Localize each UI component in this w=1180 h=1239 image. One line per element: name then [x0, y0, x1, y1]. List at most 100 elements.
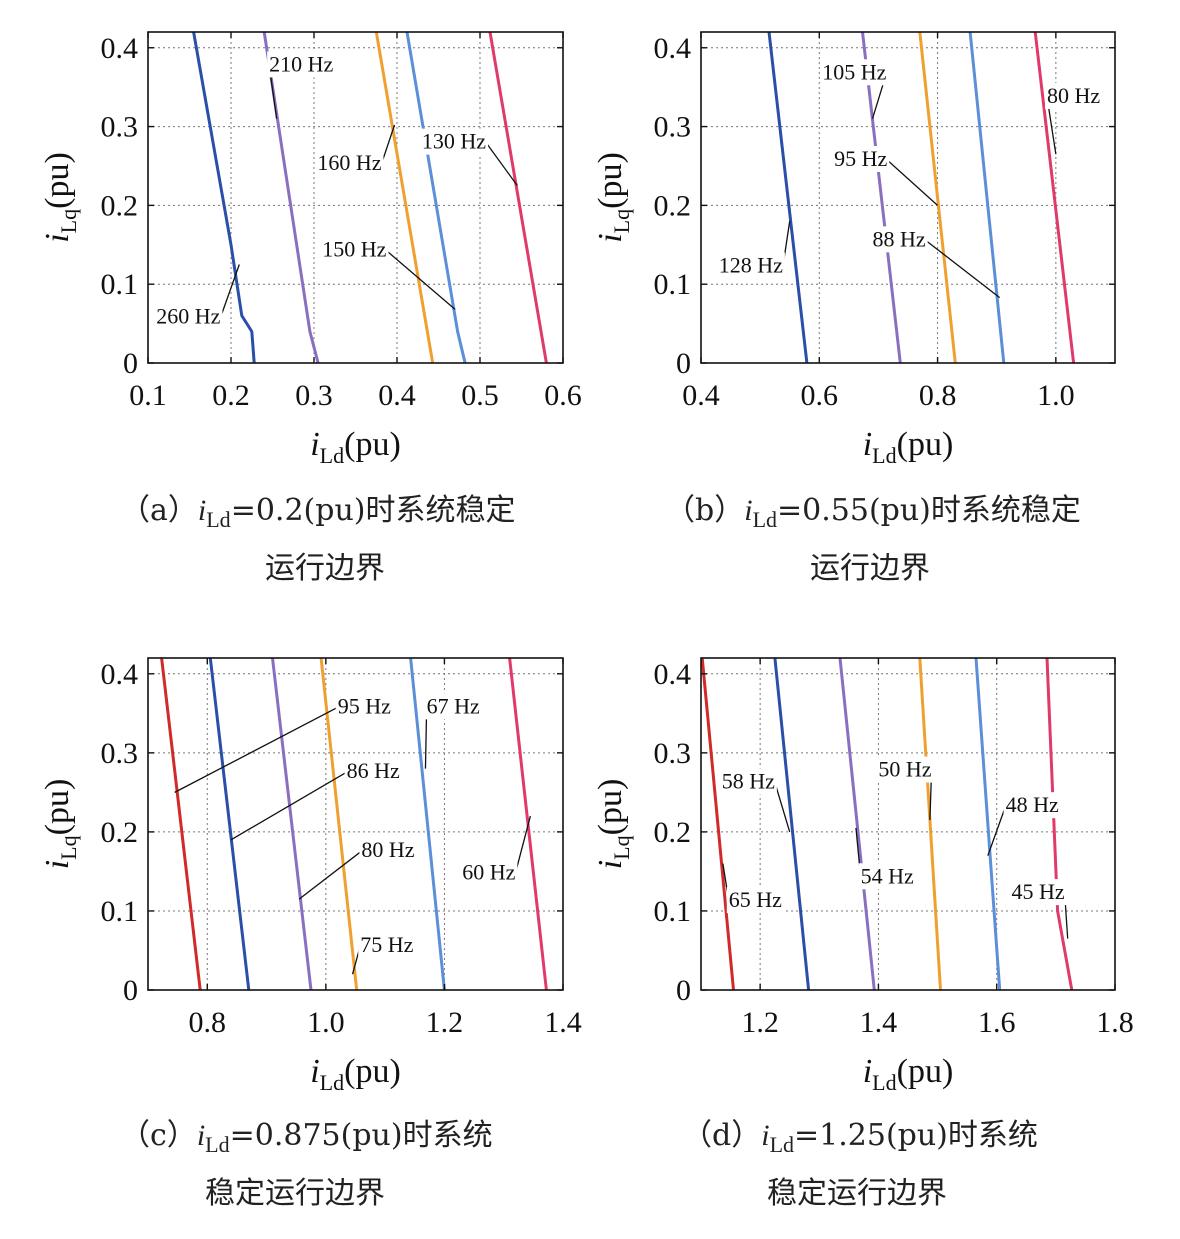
caption-var: i — [198, 494, 206, 527]
caption-line-1: （c）iLd=0.875(pu)时系统 — [120, 1118, 493, 1157]
y-tick-label: 0 — [676, 347, 691, 380]
x-tick-label: 1.6 — [978, 1006, 1016, 1039]
curve-45hz — [1045, 657, 1074, 991]
caption-text: =1.25(pu)时系统 — [794, 1118, 1038, 1153]
plot-frame — [700, 31, 1116, 364]
caption-text: =0.2(pu)时系统稳定 — [231, 493, 516, 528]
leader-line — [925, 239, 1001, 299]
curve-label-bg — [358, 932, 416, 959]
y-tick-label: 0.3 — [101, 737, 139, 770]
x-tick-label: 1.4 — [544, 1006, 582, 1039]
curve-160hz — [374, 31, 435, 364]
axis-var: i — [39, 233, 76, 242]
curve-label: 54 Hz — [861, 863, 914, 888]
x-tick-label: 0.6 — [544, 379, 582, 412]
x-tick-label: 0.3 — [295, 379, 333, 412]
y-tick-label: 0.4 — [654, 658, 692, 691]
x-axis-label: iLd(pu) — [310, 1053, 401, 1095]
curve-label-bg — [1003, 792, 1061, 819]
plot-frame — [147, 657, 564, 991]
x-tick-label: 0.8 — [189, 1006, 227, 1039]
x-tick-label: 0.4 — [378, 379, 416, 412]
axis-unit: (pu) — [592, 152, 629, 209]
axis-var: i — [863, 426, 872, 463]
x-axis-label: iLd(pu) — [310, 426, 401, 468]
curve-label-bg — [424, 693, 482, 720]
axis-unit: (pu) — [344, 426, 401, 463]
curve-65hz — [700, 657, 735, 991]
leader-line — [514, 815, 532, 874]
caption-var: i — [744, 494, 752, 527]
curve-label-bg — [344, 758, 402, 785]
curve-label: 160 Hz — [317, 150, 381, 175]
curve-label: 45 Hz — [1012, 879, 1065, 904]
y-tick-label: 0.4 — [101, 658, 139, 691]
caption-line-2: 运行边界 — [265, 551, 385, 586]
curve-label: 130 Hz — [422, 129, 486, 154]
curve-150hz — [405, 31, 467, 364]
chart-panel-a: 0.1 0.2 0.3 0.4 0.5 0.600.10.20.30.4iLd(pu)iL… — [39, 31, 582, 586]
y-tick-label: 0.1 — [101, 895, 139, 928]
curve-67hz — [409, 657, 446, 991]
curve-128hz — [767, 31, 809, 364]
axis-var: i — [39, 860, 76, 869]
x-tick-label: 1.2 — [426, 1006, 464, 1039]
curve-label: 75 Hz — [360, 932, 413, 957]
axis-var: i — [592, 860, 629, 869]
leader-line — [298, 850, 362, 900]
curve-label-bg — [870, 226, 928, 253]
chart-panel-b: 0.4 0.6 0.8 1.000.10.20.30.4iLd(pu)iLq(pu)1… — [592, 31, 1116, 586]
y-axis-label: iLq(pu) — [39, 152, 81, 243]
y-tick-label: 0 — [123, 347, 138, 380]
caption-line-1: （a）iLd=0.2(pu)时系统稳定 — [120, 493, 515, 532]
curve-80hz — [1033, 31, 1076, 364]
curve-label: 67 Hz — [427, 693, 480, 718]
caption-text: =0.875(pu)时系统 — [230, 1118, 493, 1153]
x-tick-label: 0.4 — [682, 379, 720, 412]
curve-label: 105 Hz — [822, 59, 886, 84]
curve-50hz — [918, 657, 942, 991]
curve-label: 128 Hz — [719, 252, 783, 277]
y-tick-label: 0.4 — [101, 32, 139, 65]
y-tick-label: 0.2 — [101, 189, 139, 222]
x-tick-label: 0.2 — [212, 379, 250, 412]
curve-label-bg — [1044, 82, 1103, 109]
axis-sub: Lq — [609, 835, 634, 859]
curve-label-bg — [726, 887, 784, 913]
axis-var: i — [863, 1053, 872, 1090]
curve-label: 95 Hz — [834, 146, 887, 171]
leader-line — [174, 706, 339, 793]
curve-label: 260 Hz — [156, 304, 220, 329]
curve-label-bg — [359, 837, 417, 864]
curve-label-bg — [1009, 879, 1067, 906]
curve-label: 210 Hz — [269, 51, 333, 76]
curve-label-bg — [820, 59, 889, 86]
curve-label: 48 Hz — [1006, 792, 1059, 817]
curve-80hz — [271, 657, 313, 991]
chart-panel-c: 0.8 1.0 1.2 1.400.10.20.30.4iLd(pu)iLq(pu)9… — [39, 657, 582, 1211]
curve-210hz — [262, 31, 320, 364]
axis-unit: (pu) — [592, 779, 629, 836]
axis-sub: Lq — [56, 835, 81, 859]
axis-unit: (pu) — [39, 152, 76, 209]
axis-unit: (pu) — [897, 426, 954, 463]
x-tick-label: 0.8 — [919, 379, 957, 412]
caption-var: i — [761, 1119, 769, 1152]
curve-label-bg — [858, 863, 916, 890]
axis-var: i — [592, 233, 629, 242]
x-tick-label: 1.0 — [1037, 379, 1075, 412]
y-tick-label: 0.1 — [101, 268, 139, 301]
y-tick-label: 0 — [123, 974, 138, 1007]
caption-sub: Ld — [753, 507, 777, 532]
curve-label-bg — [460, 859, 518, 886]
curve-label: 150 Hz — [322, 237, 386, 262]
leader-line — [485, 142, 518, 187]
leader-line — [386, 250, 456, 310]
y-tick-label: 0.2 — [654, 816, 692, 849]
axis-unit: (pu) — [39, 779, 76, 836]
curve-48hz — [974, 657, 1002, 991]
axis-sub: Ld — [320, 1070, 344, 1095]
x-tick-label: 1.0 — [307, 1006, 345, 1039]
